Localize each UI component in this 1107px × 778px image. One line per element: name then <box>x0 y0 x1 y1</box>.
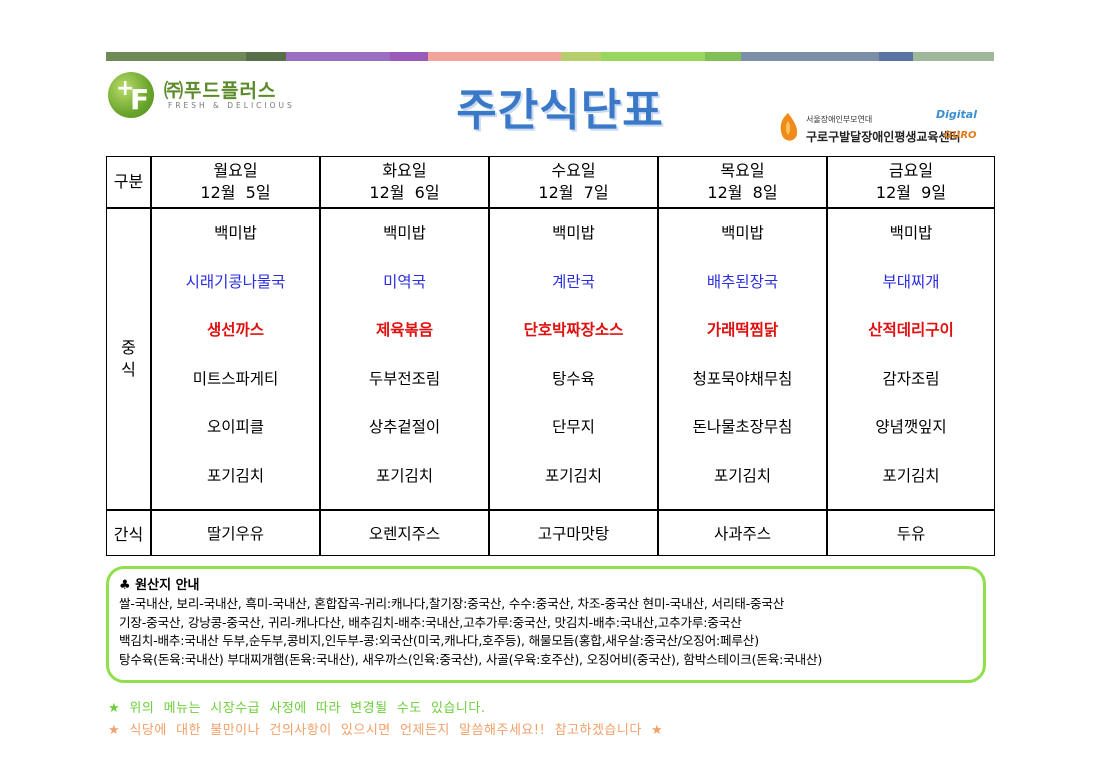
origin-line: 탕수육(돈육:국내산) 부대찌개햄(돈육:국내산), 새우까스(인육:중국산),… <box>119 651 823 667</box>
menu-item: 청포묵야채무침 <box>692 369 793 388</box>
origin-line: 기장-중국산, 강낭콩-중국산, 귀리-캐나다산, 배추김치-배추:국내산,고추… <box>119 614 742 630</box>
top-color-bar <box>106 52 994 61</box>
center-emblem-icon <box>780 113 798 141</box>
center-logo: 서울장애인부모연대 구로구발달장애인평생교육센터 Digital GURO <box>776 108 977 154</box>
day-header-wed: 수요일 12월 7일 <box>489 156 658 208</box>
day-name: 목요일 <box>720 161 765 180</box>
day-date: 12월 5일 <box>200 183 271 202</box>
menu-item: 계란국 <box>552 272 595 291</box>
day-date: 12월 6일 <box>369 183 440 202</box>
page-title: 주간식단표 <box>456 85 664 136</box>
snack-mon: 딸기우유 <box>151 510 320 556</box>
day-header-fri: 금요일 12월 9일 <box>827 156 995 208</box>
color-bar-segment <box>286 52 390 61</box>
menu-item: 단무지 <box>552 418 595 436</box>
menu-item: 부대찌개 <box>882 272 940 291</box>
center-name: 구로구발달장애인평생교육센터 <box>806 130 961 144</box>
color-bar-segment <box>741 52 879 61</box>
day-name: 수요일 <box>551 161 596 180</box>
menu-item: 시래기콩나물국 <box>185 272 286 291</box>
menu-item: 돈나물초장무침 <box>692 418 793 436</box>
menu-item: 산적데리구이 <box>868 321 954 339</box>
menu-item: 포기김치 <box>375 466 434 485</box>
menu-item: 포기김치 <box>882 466 940 485</box>
color-bar-segment <box>601 52 705 61</box>
origin-line: 백김치-배추:국내산 두부,순두부,콩비지,인두부-콩:외국산(미국,캐나다,호… <box>119 633 759 648</box>
menu-item: 배추된장국 <box>706 272 779 291</box>
company-logo: + F ㈜푸드플러스 FRESH & DELICIOUS <box>108 70 298 120</box>
snack-row: 간식 딸기우유 오렌지주스 고구마맛탕 사과주스 두유 <box>106 510 995 556</box>
menu-item: 상추겉절이 <box>368 418 441 436</box>
day-name: 화요일 <box>382 161 427 180</box>
origin-line: 쌀-국내산, 보리-국내산, 흑미-국내산, 혼합잡곡-귀리:캐나다,찰기장:중… <box>119 596 785 611</box>
lunch-label-char: 식 <box>121 360 136 379</box>
day-date: 12월 9일 <box>875 183 947 202</box>
origin-heading: ♣ 원산지 안내 <box>119 578 200 593</box>
color-bar-segment <box>561 52 601 61</box>
day-header-tue: 화요일 12월 6일 <box>320 156 489 208</box>
color-bar-segment <box>879 52 913 61</box>
menu-item: 백미밥 <box>552 224 595 242</box>
menu-item: 제육볶음 <box>375 321 434 339</box>
menu-item: 포기김치 <box>713 466 772 485</box>
guro-logo-text: GURO <box>944 130 977 141</box>
menu-item: 포기김치 <box>544 466 603 485</box>
snack-tue: 오렌지주스 <box>320 510 489 556</box>
day-name: 금요일 <box>888 161 934 180</box>
day-date: 12월 8일 <box>707 183 778 202</box>
color-bar-segment <box>390 52 428 61</box>
day-name: 월요일 <box>213 161 258 180</box>
snack-wed: 고구마맛탕 <box>489 510 658 556</box>
company-name: ㈜푸드플러스 <box>164 80 277 102</box>
menu-item: 오이피클 <box>206 418 265 436</box>
menu-item: 백미밥 <box>889 224 933 242</box>
menu-item: 백미밥 <box>721 224 764 242</box>
category-header: 구분 <box>106 156 151 208</box>
menu-item: 양념깻잎지 <box>875 418 947 436</box>
snack-thu: 사과주스 <box>658 510 827 556</box>
snack-label: 간식 <box>106 510 151 556</box>
color-bar-segment <box>246 52 286 61</box>
menu-item: 가래떡찜닭 <box>706 321 779 339</box>
menu-item: 두부전조림 <box>368 369 441 388</box>
menu-item: 단호박짜장소스 <box>523 321 624 339</box>
menu-item: 백미밥 <box>214 224 257 242</box>
company-tagline: FRESH & DELICIOUS <box>168 101 295 110</box>
menu-item: 백미밥 <box>383 224 426 242</box>
menu-item: 미역국 <box>383 272 426 291</box>
color-bar-segment <box>705 52 741 61</box>
menu-item: 탕수육 <box>552 369 595 388</box>
menu-item: 포기김치 <box>206 466 265 485</box>
notice-feedback: ★ 식당에 대한 불만이나 건의사항이 있으시면 언제든지 말씀해주세요!! 참… <box>108 723 664 738</box>
lunch-label-char: 중 <box>121 338 136 357</box>
origin-info-box: ♣ 원산지 안내 쌀-국내산, 보리-국내산, 흑미-국내산, 혼합잡곡-귀리:… <box>106 566 986 683</box>
color-bar-segment <box>106 52 246 61</box>
day-date: 12월 7일 <box>538 183 609 202</box>
notice-menu-change: ★ 위의 메뉴는 시장수급 사정에 따라 변경될 수도 있습니다. <box>108 701 486 716</box>
menu-item: 생선까스 <box>206 321 265 339</box>
food-plus-logo-icon: + F <box>108 72 154 118</box>
color-bar-segment <box>428 52 561 61</box>
header-row: 구분 월요일 12월 5일 화요일 12월 6일 수요일 12월 7일 목요일 12월 … <box>106 156 995 208</box>
menu-item: 미트스파게티 <box>192 369 279 388</box>
color-bar-segment <box>913 52 994 61</box>
day-header-mon: 월요일 12월 5일 <box>151 156 320 208</box>
center-parent-org: 서울장애인부모연대 <box>806 115 873 124</box>
menu-item: 감자조림 <box>882 369 940 388</box>
day-header-thu: 목요일 12월 8일 <box>658 156 827 208</box>
weekly-menu-table: 구분 월요일 12월 5일 화요일 12월 6일 수요일 12월 7일 목요일 12월 … <box>106 156 995 556</box>
digital-guro-logo: Digital <box>936 108 977 121</box>
snack-fri: 두유 <box>827 510 995 556</box>
